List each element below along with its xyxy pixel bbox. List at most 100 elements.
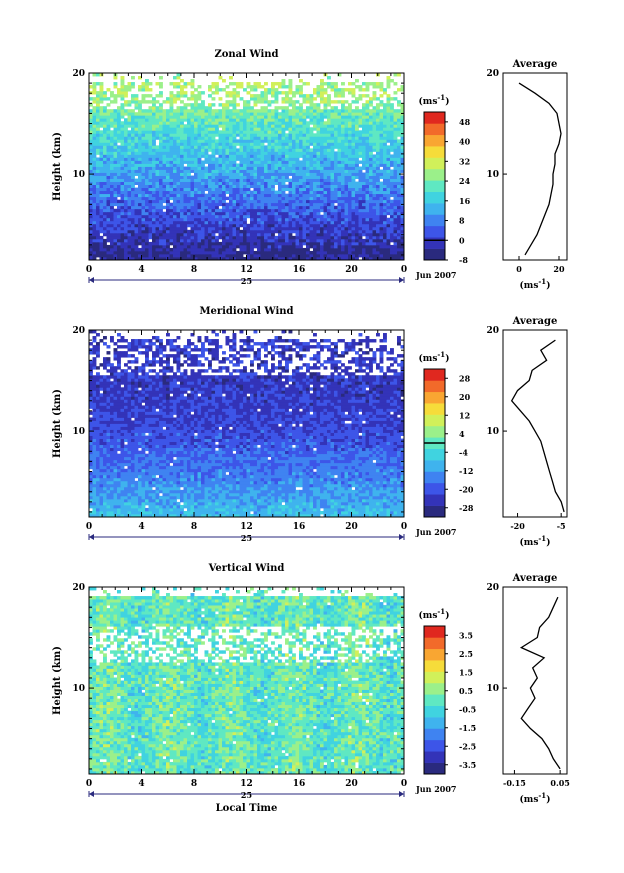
average-unit: (ms-1) [520,791,551,805]
colorbar-swatch [424,380,445,393]
colorbar-tick-label: 0 [459,235,465,245]
colorbar-swatch [424,660,445,672]
average-title: Average [512,316,558,327]
x-tick-label: 8 [191,265,197,275]
colorbar-swatch [424,637,445,650]
x-tick-label: 0 [86,522,92,532]
average-line [519,596,561,770]
colorbar-swatch [424,112,445,124]
colorbar-swatch [424,168,445,181]
date-bar-arrow-left [89,277,94,283]
colorbar-swatch [424,248,445,261]
y-axis-label: Height (km) [52,646,63,715]
colorbar-tick-label: 40 [459,137,471,147]
colorbar-swatch [424,146,445,158]
date-bar-arrow-right [399,534,404,540]
colorbar-swatch [424,225,445,238]
average-title: Average [512,573,558,584]
colorbar-swatch [424,180,445,192]
x-tick-label: 0 [401,522,407,532]
average-x-tick-label: -5 [557,521,566,531]
average-y-tick-label: 20 [486,326,499,336]
average-y-tick-label: 20 [486,583,499,593]
colorbar-swatch [424,414,445,427]
colorbar-swatch [424,214,445,227]
average-y-tick-label: 20 [486,69,499,79]
colorbar-swatch [424,157,445,170]
colorbar-unit: (ms-1) [419,93,450,107]
average-line [518,82,562,256]
date-marker: 25 [241,533,252,543]
colorbar-unit: (ms-1) [419,350,450,364]
x-tick-label: 0 [86,265,92,275]
average-y-tick-label: 10 [486,427,499,437]
y-tick-label: 20 [72,583,85,593]
y-tick-label: 10 [72,684,85,694]
colorbar-swatch [424,471,445,484]
average-line [510,339,565,513]
x-tick-label: 0 [401,265,407,275]
average-x-tick-label: 0.05 [550,778,569,788]
colorbar: (ms-1) 28 20 12 4 -4 -12 -20 -28 [419,350,474,518]
x-tick-label: 0 [86,779,92,789]
average-unit: (ms-1) [520,534,551,548]
date-bar-arrow-left [89,791,94,797]
colorbar-frame [423,111,446,261]
colorbar-swatch [424,123,445,136]
x-tick-label: 0 [401,779,407,789]
colorbar-tick-label: -12 [459,466,473,476]
average-x-tick-label: -20 [510,521,525,531]
heatmap-field [89,330,405,518]
average-frame [502,329,568,518]
colorbar-swatch [424,134,445,147]
average-frame [502,586,568,775]
y-tick-label: 10 [72,170,85,180]
colorbar-swatch [424,448,445,461]
x-tick-label: 20 [345,265,358,275]
date-bar-arrow-right [399,791,404,797]
colorbar-swatch [424,648,445,661]
panel-meridional: Meridional Wind 0 4 8 12 16 20 0 10 20 Height (km)… [52,306,568,548]
y-tick-label: 20 [72,326,85,336]
colorbar-swatch [424,391,445,404]
colorbar-tick-label: 24 [459,176,471,186]
colorbar-tick-label: 0.5 [459,686,473,696]
x-tick-label: 8 [191,779,197,789]
colorbar-tick-label: 12 [459,410,470,420]
colorbar-tick-label: -3.5 [459,760,476,770]
y-tick-label: 20 [72,69,85,79]
colorbar-tick-label: 28 [459,373,471,383]
x-tick-label: 4 [138,265,144,275]
colorbar-swatch [424,682,445,695]
colorbar-swatch [424,671,445,684]
x-tick-label: 12 [240,779,253,789]
x-tick-label: 12 [240,522,253,532]
colorbar: (ms-1) 3.5 2.5 1.5 0.5 -0.5 -1.5 -2.5 -3.5 [419,607,476,775]
panel-vertical: Vertical Wind 0 4 8 12 16 20 0 10 20 Height (km) 25… [52,563,570,814]
average-x-tick-label: -0.15 [503,778,526,788]
colorbar-tick-label: -8 [459,255,468,265]
colorbar-swatch [424,505,445,518]
colorbar-swatch [424,191,445,204]
colorbar-swatch [424,425,445,438]
colorbar-swatch [424,705,445,718]
colorbar-tick-label: 20 [459,392,471,402]
colorbar-tick-label: 2.5 [459,649,473,659]
average-x-tick-label: 0 [516,264,522,274]
average-title: Average [512,59,558,70]
colorbar-swatch [424,237,445,249]
colorbar-tick-label: 1.5 [459,667,473,677]
x-tick-label: 16 [293,265,306,275]
x-tick-label: 20 [345,779,358,789]
y-tick-label: 10 [72,427,85,437]
colorbar-swatch [424,739,445,752]
colorbar-swatch [424,728,445,741]
colorbar-swatch [424,762,445,775]
colorbar-tick-label: -20 [459,484,474,494]
colorbar-swatch [424,494,445,506]
colorbar-frame [423,625,446,775]
colorbar-tick-label: -1.5 [459,723,476,733]
